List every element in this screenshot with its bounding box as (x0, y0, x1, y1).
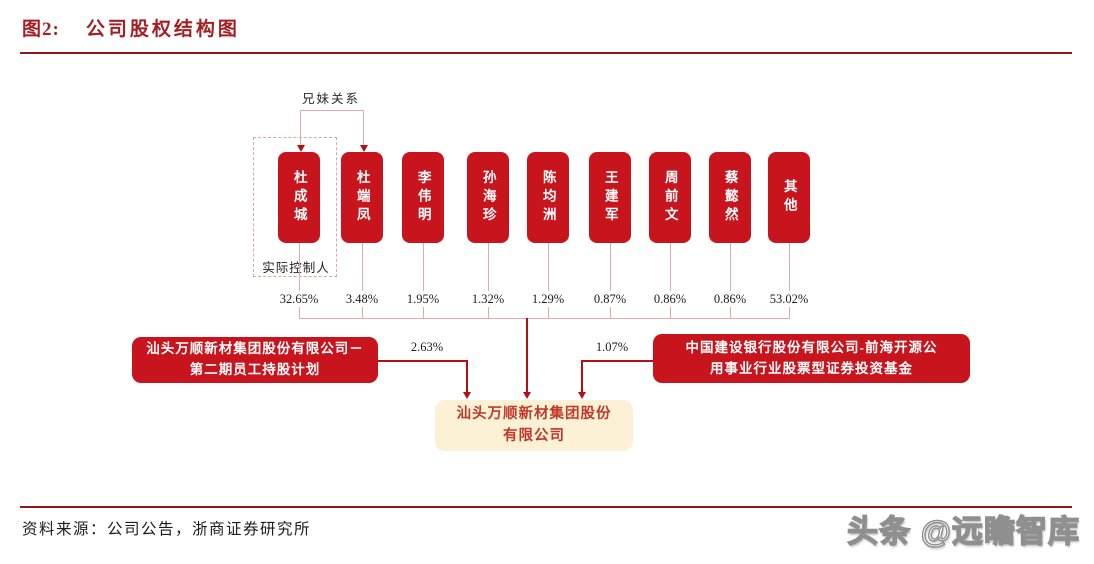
shareholder-connector-line (423, 243, 424, 318)
shareholders-bus-line (299, 318, 790, 319)
sibling-arrow-right-icon (360, 145, 368, 152)
esop-percent: 2.63% (410, 340, 444, 354)
shareholder-connector-line (488, 243, 489, 318)
shareholder-connector-line (362, 243, 363, 318)
sibling-arrow-left-icon (297, 145, 305, 152)
shareholder-box: 其他 (768, 152, 810, 243)
company-name-line2: 有限公司 (503, 427, 565, 444)
shareholder-name: 孙海珍 (480, 169, 496, 226)
fund-percent: 1.07% (595, 340, 629, 354)
shareholder-name: 王建军 (602, 169, 618, 226)
shareholder-box: 陈均洲 (527, 152, 569, 243)
sibling-bracket-right-line (363, 110, 364, 146)
shareholder-connector-line (610, 243, 611, 318)
esop-arrow-icon (463, 392, 471, 399)
shareholder-box: 王建军 (589, 152, 631, 243)
fund-holder-box: 中国建设银行股份有限公司-前海开源公 用事业行业股票型证券投资基金 (653, 334, 970, 383)
shareholder-connector-line (548, 243, 549, 318)
shareholder-box: 孙海珍 (467, 152, 509, 243)
shareholder-box: 杜端凤 (341, 152, 383, 243)
fund-arrow-icon (578, 392, 586, 399)
shareholder-percent: 0.86% (710, 291, 750, 307)
shareholder-percent: 1.95% (403, 291, 443, 307)
company-name-line1: 汕头万顺新材集团股份 (456, 405, 612, 422)
center-arrow-icon (523, 392, 531, 399)
source-note: 资料来源：公司公告，浙商证券研究所 (22, 521, 312, 538)
shareholder-percent: 32.65% (276, 291, 322, 307)
actual-controller-dashed-box (253, 137, 337, 277)
shareholder-connector-line (299, 243, 300, 318)
esop-holder-line1: 汕头万顺新材集团股份有限公司－ (146, 341, 364, 357)
shareholder-percent: 1.32% (468, 291, 508, 307)
shareholder-percent: 1.29% (528, 291, 568, 307)
center-connector-line (526, 318, 528, 393)
shareholder-box: 李伟明 (402, 152, 444, 243)
sibling-relation-label: 兄妹关系 (301, 92, 360, 106)
sibling-bracket-top-line (300, 110, 364, 111)
esop-holder-line2: 第二期员工持股计划 (189, 362, 321, 377)
shareholder-box: 杜成城 (278, 152, 320, 243)
shareholder-percent: 0.87% (590, 291, 630, 307)
shareholder-name: 杜端凤 (354, 169, 370, 226)
shareholder-connector-line (789, 243, 790, 318)
actual-controller-label: 实际控制人 (256, 257, 336, 276)
top-divider-line (20, 52, 1072, 54)
esop-holder-box: 汕头万顺新材集团股份有限公司－ 第二期员工持股计划 (132, 337, 378, 383)
shareholder-percent: 3.48% (342, 291, 382, 307)
shareholder-percent: 53.02% (766, 291, 812, 307)
fund-holder-line2: 用事业行业股票型证券投资基金 (710, 360, 913, 376)
figure-title: 图2: 公司股权结构图 (22, 14, 240, 41)
bottom-divider-line (20, 506, 1072, 508)
shareholder-name: 陈均洲 (540, 169, 556, 226)
watermark: 头条 @远瞻智库 (846, 513, 1080, 549)
shareholder-name: 其他 (781, 179, 797, 216)
shareholder-box: 周前文 (649, 152, 691, 243)
figure-number: 图2: (22, 19, 60, 40)
shareholder-name: 蔡懿然 (722, 169, 738, 226)
shareholder-name: 杜成城 (291, 169, 307, 226)
fund-holder-line1: 中国建设银行股份有限公司-前海开源公 (685, 339, 938, 355)
esop-connector-horizontal (378, 360, 467, 362)
sibling-bracket-left-line (300, 110, 301, 146)
esop-connector-vertical (466, 360, 468, 393)
company-box: 汕头万顺新材集团股份 有限公司 (435, 400, 633, 451)
fund-connector-vertical (581, 360, 583, 393)
figure-name: 公司股权结构图 (85, 19, 240, 40)
shareholder-name: 周前文 (662, 169, 678, 226)
shareholder-name: 李伟明 (415, 169, 431, 226)
shareholder-box: 蔡懿然 (709, 152, 751, 243)
shareholder-connector-line (730, 243, 731, 318)
shareholder-connector-line (670, 243, 671, 318)
shareholder-percent: 0.86% (650, 291, 690, 307)
fund-connector-horizontal (582, 360, 653, 362)
